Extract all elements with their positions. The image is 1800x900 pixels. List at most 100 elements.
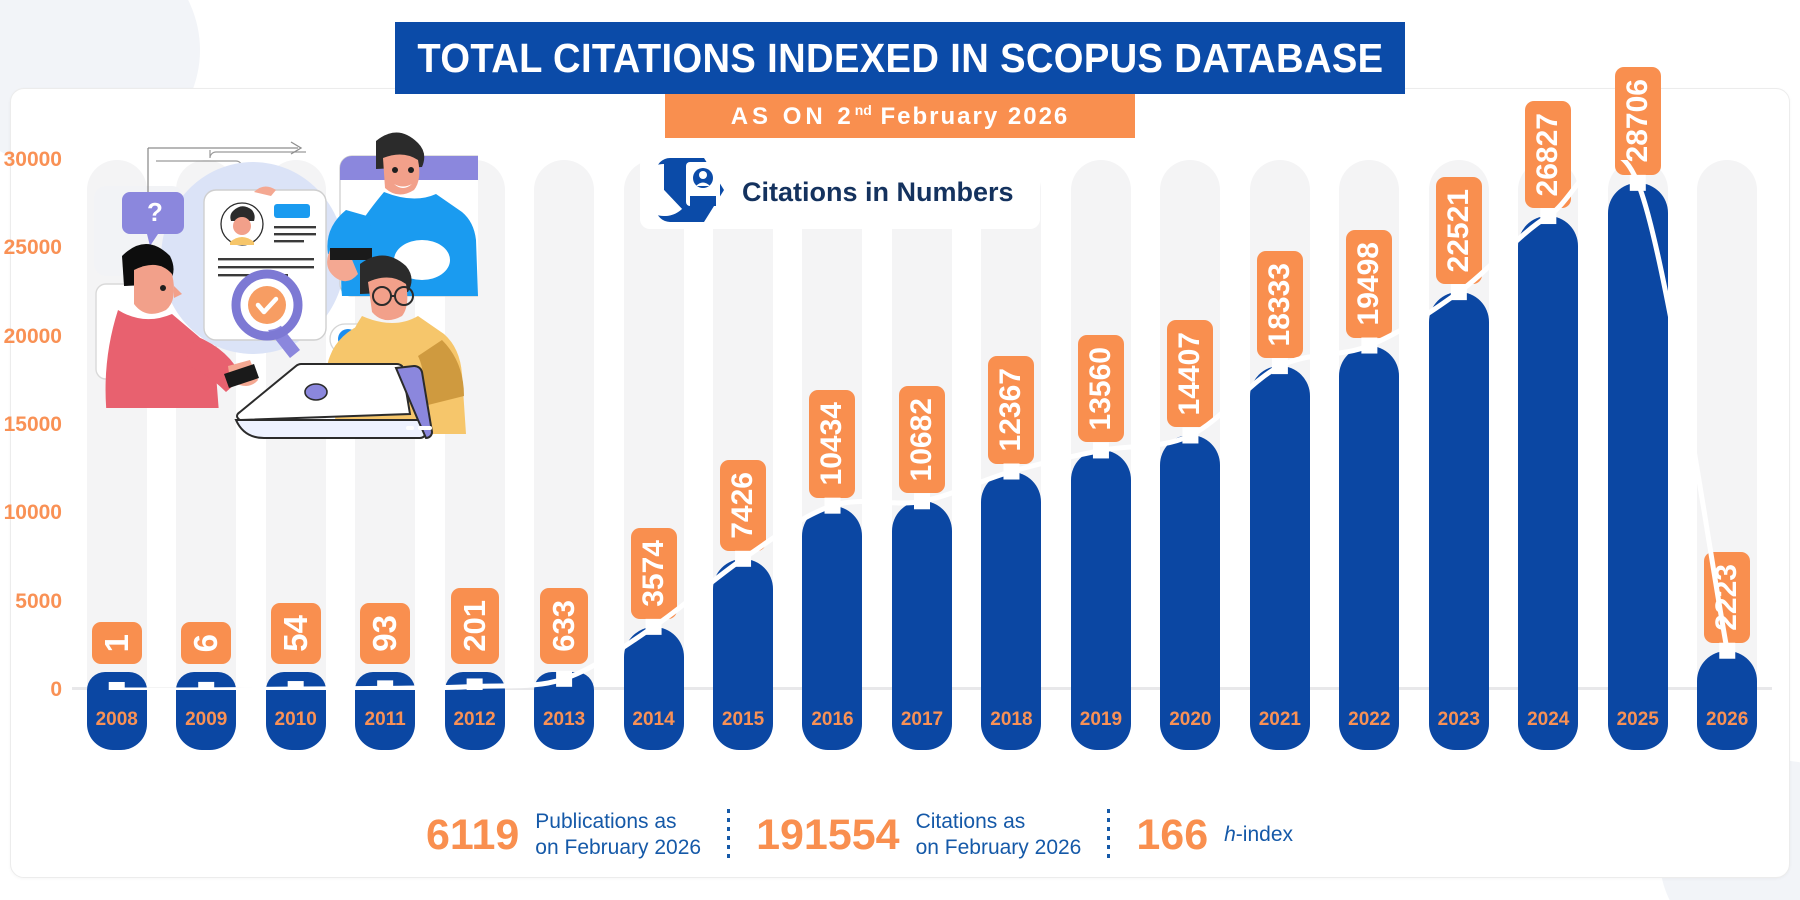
bar-value-label: 633 [540, 588, 589, 664]
bar-value-label: 3574 [630, 528, 677, 619]
year-cell: 2016 [788, 690, 877, 752]
year-label[interactable]: 2020 [1160, 690, 1221, 750]
bar-value-label: 18333 [1256, 250, 1303, 359]
year-label[interactable]: 2019 [1070, 690, 1131, 750]
stat-item: 191554 Citations as on February 2026 [730, 802, 1107, 868]
year-cell: 2015 [698, 690, 787, 752]
year-label[interactable]: 2008 [86, 690, 147, 750]
year-cell: 2011 [340, 690, 429, 752]
bar[interactable]: 6 [176, 621, 237, 690]
year-label[interactable]: 2024 [1518, 690, 1579, 750]
year-cell: 2017 [877, 690, 966, 752]
year-cell: 2023 [1414, 690, 1503, 752]
bar[interactable]: 633 [534, 588, 595, 690]
bar[interactable]: 93 [355, 603, 416, 690]
year-cell: 2019 [1056, 690, 1145, 752]
year-label[interactable]: 2012 [444, 690, 505, 750]
stat-label: Citations as on February 2026 [915, 809, 1082, 859]
bar-value-label: 22521 [1435, 176, 1482, 285]
bar[interactable]: 18333 [1249, 250, 1310, 690]
bar-value-label: 54 [270, 603, 321, 664]
year-label[interactable]: 2011 [355, 690, 416, 750]
year-cell: 2014 [609, 690, 698, 752]
stat-label: h-index [1224, 822, 1293, 846]
y-tick-label: 5000 [15, 589, 62, 613]
bar-column[interactable]: 3574 [609, 160, 698, 690]
bar-value-label: 13560 [1077, 335, 1124, 443]
bar-value-label: 28706 [1614, 67, 1661, 175]
chart-subtitle-banner: AS ON 2nd February 2026 [665, 94, 1135, 138]
summary-stats: 6119 Publications as on February 2026 19155… [400, 795, 1400, 875]
year-cell: 2009 [161, 690, 250, 752]
bar-column[interactable]: 7426 [698, 160, 787, 690]
bar[interactable]: 3574 [623, 528, 684, 690]
year-label[interactable]: 2023 [1428, 690, 1489, 750]
year-label[interactable]: 2017 [891, 690, 952, 750]
year-cell: 2026 [1682, 690, 1771, 752]
laptop-student-illustration [210, 250, 500, 450]
stat-value: 191554 [756, 810, 900, 859]
bar-column[interactable]: 18333 [1235, 160, 1324, 690]
svg-text:?: ? [147, 197, 163, 227]
bar[interactable]: 14407 [1160, 320, 1221, 690]
bar-value-label: 93 [360, 603, 411, 664]
bar-column[interactable]: 2223 [1682, 160, 1771, 690]
bar-value-label: 2223 [1704, 551, 1751, 643]
bar[interactable]: 19498 [1339, 230, 1400, 690]
year-label[interactable]: 2014 [623, 690, 684, 750]
year-label[interactable]: 2015 [713, 690, 774, 750]
bar-column[interactable]: 22521 [1414, 160, 1503, 690]
stat-item: 6119 Publications as on February 2026 [400, 802, 727, 868]
bar[interactable]: 13560 [1070, 335, 1131, 690]
bar-column[interactable]: 10434 [788, 160, 877, 690]
bar[interactable]: 201 [444, 588, 505, 690]
year-cell: 2012 [430, 690, 519, 752]
year-label[interactable]: 2009 [176, 690, 237, 750]
stat-divider [727, 809, 731, 861]
year-cell: 2008 [72, 690, 161, 752]
bar-column[interactable]: 26827 [1504, 100, 1593, 690]
bar[interactable]: 10682 [891, 385, 952, 690]
bar-column[interactable]: 28706 [1593, 67, 1682, 690]
bar[interactable]: 12367 [981, 356, 1042, 690]
pie-chart-person-icon [638, 156, 728, 229]
subtitle-text: AS ON 2nd February 2026 [731, 102, 1070, 131]
year-label[interactable]: 2013 [534, 690, 595, 750]
bar-value-label: 10682 [898, 385, 945, 494]
bar[interactable]: 22521 [1428, 176, 1489, 690]
bar[interactable]: 54 [265, 603, 326, 690]
bar-value-label: 201 [450, 588, 499, 664]
bar[interactable]: 1 [86, 621, 147, 690]
year-label[interactable]: 2022 [1339, 690, 1400, 750]
stat-value: 6119 [426, 810, 520, 859]
bar-value-label: 6 [181, 621, 232, 664]
bar-column[interactable]: 12367 [967, 160, 1056, 690]
bar[interactable]: 28706 [1607, 67, 1668, 690]
y-tick-label: 10000 [3, 501, 62, 525]
bar-column[interactable]: 13560 [1056, 160, 1145, 690]
bar-column[interactable]: 19498 [1325, 160, 1414, 690]
y-tick-label: 30000 [3, 148, 62, 171]
bar[interactable]: 7426 [713, 460, 774, 690]
year-cell: 2022 [1325, 690, 1414, 752]
year-label[interactable]: 2016 [802, 690, 863, 750]
stat-divider [1107, 809, 1111, 861]
year-label[interactable]: 2026 [1697, 690, 1758, 750]
bar-column[interactable]: 14407 [1146, 160, 1235, 690]
year-label[interactable]: 2025 [1607, 690, 1668, 750]
year-label[interactable]: 2010 [265, 690, 326, 750]
year-label[interactable]: 2021 [1249, 690, 1310, 750]
bar[interactable]: 10434 [802, 390, 863, 690]
stat-label: Publications as on February 2026 [535, 809, 702, 859]
y-tick-label: 0 [50, 678, 62, 701]
bar-column[interactable]: 633 [519, 160, 608, 690]
year-cell: 2025 [1593, 690, 1682, 752]
bar-value-label: 12367 [988, 356, 1035, 464]
year-cell: 2018 [967, 690, 1056, 752]
subtitle-ordinal: nd [854, 101, 872, 118]
bar[interactable]: 26827 [1518, 100, 1579, 690]
year-label[interactable]: 2018 [981, 690, 1042, 750]
bar-value-label: 1 [91, 621, 142, 664]
year-cell: 2021 [1235, 690, 1324, 752]
bar-column[interactable]: 10682 [877, 160, 966, 690]
